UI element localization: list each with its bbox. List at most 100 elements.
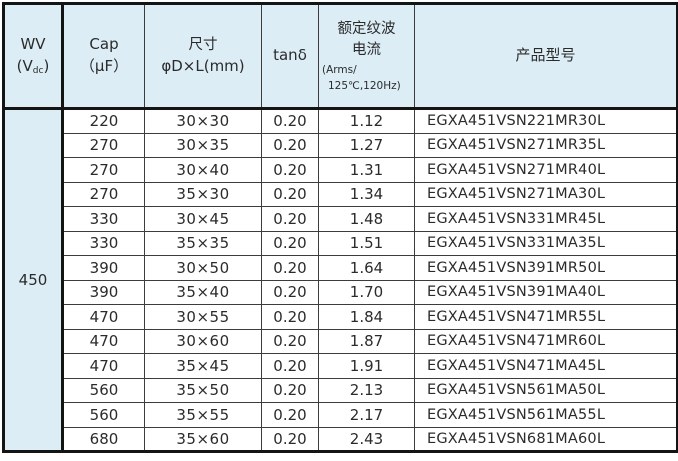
size-cell: 30×35 [144,132,262,158]
cap-cell: 680 [62,426,145,452]
model-cell: EGXA451VSN561MA50L [414,377,678,403]
spec-table-body: 450 220 30×30 0.20 1.12 EGXA451VSN221MR3… [3,108,678,452]
table-row: 270 30×35 0.20 1.27 EGXA451VSN271MR35L [3,132,678,158]
table-row: 390 35×40 0.20 1.70 EGXA451VSN391MA40L [3,279,678,305]
table-row: 450 220 30×30 0.20 1.12 EGXA451VSN221MR3… [3,108,678,452]
table-row: 470 30×55 0.20 1.84 EGXA451VSN471MR55L [3,304,678,330]
ripple-cell: 1.70 [318,279,415,305]
ripple-label-2: 电流 [352,41,381,58]
model-label: 产品型号 [515,46,576,65]
table-row: 560 35×50 0.20 2.13 EGXA451VSN561MA50L [3,377,678,403]
size-label: 尺寸 [188,36,218,53]
wv-label: WV [20,35,46,54]
table-row: 470 35×45 0.20 1.91 EGXA451VSN471MA45L [3,353,678,379]
col-header-size: 尺寸 φD×L(mm) [144,3,262,110]
ripple-unit-1: (Arms/ [322,63,357,76]
size-cell: 30×40 [144,157,262,183]
ripple-cell: 1.84 [318,304,415,330]
model-cell: EGXA451VSN391MA40L [414,279,678,305]
ripple-cell: 1.12 [318,108,415,134]
tand-cell: 0.20 [261,181,319,207]
cap-cell: 470 [62,353,145,379]
ripple-cell: 2.13 [318,377,415,403]
header-row: WV (Vdc) Cap （μF） 尺寸 φD×L(mm) tanδ 额定纹波 … [3,3,678,110]
wv-value-cell: 450 [3,108,64,452]
tand-cell: 0.20 [261,353,319,379]
table-row: 330 35×35 0.20 1.51 EGXA451VSN331MA35L [3,230,678,256]
cap-cell: 330 [62,230,145,256]
cap-cell: 560 [62,402,145,428]
cap-cell: 390 [62,279,145,305]
size-unit: φD×L(mm) [161,56,245,75]
tand-cell: 0.20 [261,279,319,305]
table-row: 270 30×40 0.20 1.31 EGXA451VSN271MR40L [3,157,678,183]
model-cell: EGXA451VSN331MA35L [414,230,678,256]
col-header-cap: Cap （μF） [62,3,145,110]
size-cell: 35×35 [144,230,262,256]
size-cell: 30×60 [144,328,262,354]
model-cell: EGXA451VSN561MA55L [414,402,678,428]
cap-cell: 330 [62,206,145,232]
tand-cell: 0.20 [261,304,319,330]
model-cell: EGXA451VSN391MR50L [414,255,678,281]
model-cell: EGXA451VSN681MA60L [414,426,678,452]
ripple-cell: 2.17 [318,402,415,428]
cap-cell: 270 [62,157,145,183]
size-cell: 30×30 [144,108,262,134]
model-cell: EGXA451VSN471MA45L [414,353,678,379]
wv-unit: (Vdc) [16,56,50,76]
model-cell: EGXA451VSN271MR35L [414,132,678,158]
capacitor-spec-table: WV (Vdc) Cap （μF） 尺寸 φD×L(mm) tanδ 额定纹波 … [2,2,678,453]
cap-cell: 270 [62,181,145,207]
ripple-cell: 1.27 [318,132,415,158]
model-cell: EGXA451VSN221MR30L [414,108,678,134]
size-cell: 35×55 [144,402,262,428]
size-cell: 35×40 [144,279,262,305]
ripple-cell: 1.34 [318,181,415,207]
table-row: 470 30×60 0.20 1.87 EGXA451VSN471MR60L [3,328,678,354]
col-header-tand: tanδ [261,3,319,110]
table-row: 390 30×50 0.20 1.64 EGXA451VSN391MR50L [3,255,678,281]
col-header-ripple: 额定纹波 电流 (Arms/ 125℃,120Hz) [318,3,415,110]
ripple-unit-2: 125℃,120Hz) [328,80,401,93]
tand-cell: 0.20 [261,377,319,403]
model-cell: EGXA451VSN331MR45L [414,206,678,232]
size-cell: 35×30 [144,181,262,207]
size-cell: 35×45 [144,353,262,379]
tand-cell: 0.20 [261,206,319,232]
col-header-model: 产品型号 [414,3,678,110]
ripple-cell: 1.31 [318,157,415,183]
table-row: 330 30×45 0.20 1.48 EGXA451VSN331MR45L [3,206,678,232]
cap-cell: 390 [62,255,145,281]
cap-unit: （μF） [79,57,129,75]
model-cell: EGXA451VSN271MA30L [414,181,678,207]
cap-cell: 220 [62,108,145,134]
tand-cell: 0.20 [261,230,319,256]
size-cell: 30×45 [144,206,262,232]
table-row: 270 35×30 0.20 1.34 EGXA451VSN271MA30L [3,181,678,207]
tand-cell: 0.20 [261,402,319,428]
size-cell: 30×50 [144,255,262,281]
model-cell: EGXA451VSN471MR55L [414,304,678,330]
col-header-wv: WV (Vdc) [3,3,64,110]
ripple-cell: 1.48 [318,206,415,232]
table-header: WV (Vdc) Cap （μF） 尺寸 φD×L(mm) tanδ 额定纹波 … [3,3,678,110]
ripple-cell: 1.87 [318,328,415,354]
cap-cell: 270 [62,132,145,158]
tand-cell: 0.20 [261,132,319,158]
model-cell: EGXA451VSN471MR60L [414,328,678,354]
size-cell: 35×50 [144,377,262,403]
tand-cell: 0.20 [261,157,319,183]
cap-label: Cap [89,35,119,54]
table-row: 560 35×55 0.20 2.17 EGXA451VSN561MA55L [3,402,678,428]
cap-cell: 470 [62,328,145,354]
table-row: 680 35×60 0.20 2.43 EGXA451VSN681MA60L [3,426,678,452]
tand-cell: 0.20 [261,328,319,354]
size-cell: 30×55 [144,304,262,330]
tand-cell: 0.20 [261,255,319,281]
ripple-cell: 2.43 [318,426,415,452]
ripple-label-1: 额定纹波 [337,20,396,37]
ripple-cell: 1.51 [318,230,415,256]
tand-cell: 0.20 [261,426,319,452]
